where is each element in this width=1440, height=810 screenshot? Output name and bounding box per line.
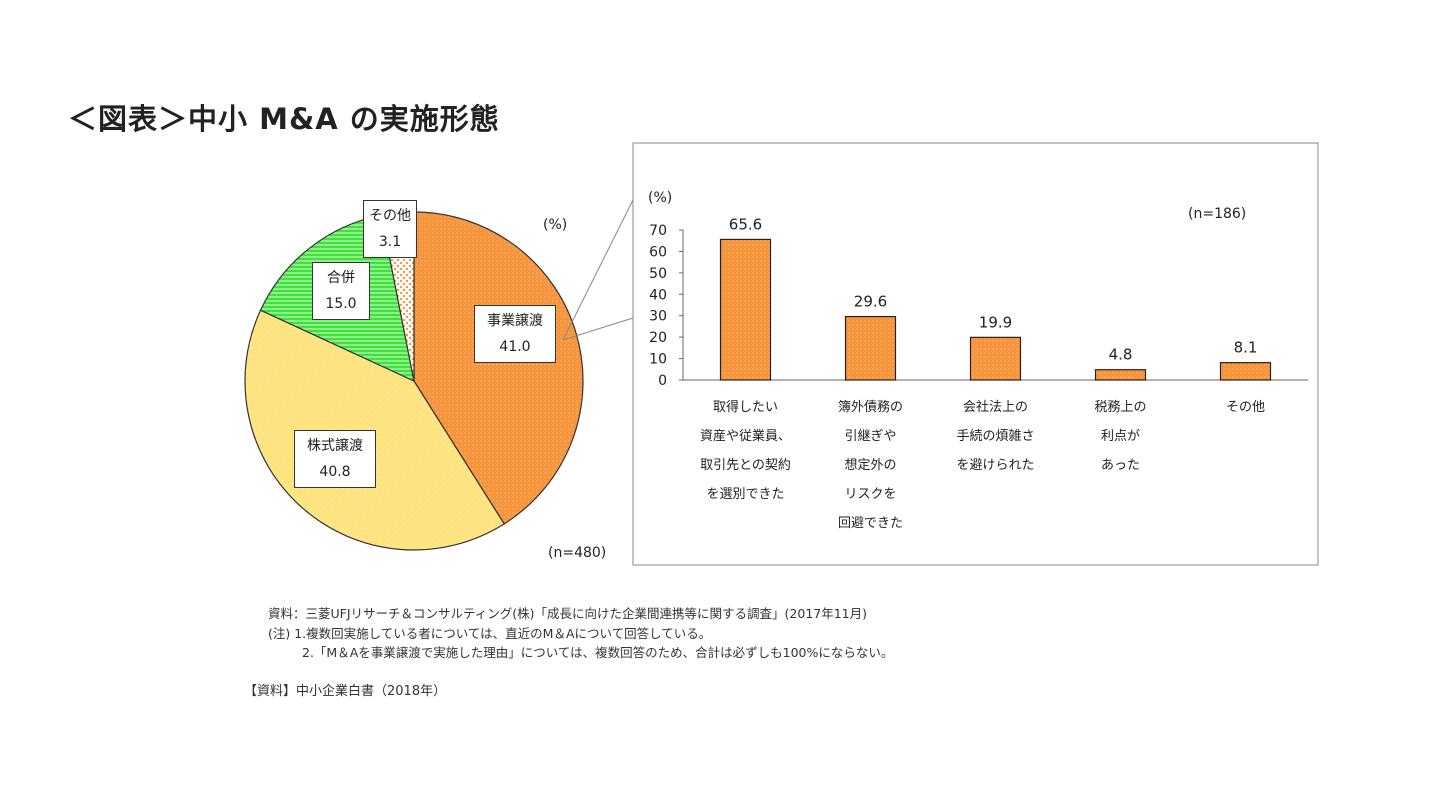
- pie-slice-name: 合併: [327, 270, 355, 286]
- pie-slice-name: 株式譲渡: [307, 438, 363, 454]
- x-category-label: 取得したい 資産や従業員、 取引先との契約 を選別できた: [699, 400, 791, 502]
- page-title: ＜図表＞中小 M&A の実施形態: [68, 102, 500, 136]
- y-tick-label: 0: [658, 373, 667, 389]
- pie-slice-name: 事業譲渡: [487, 313, 543, 329]
- bar-value-label: 29.6: [854, 293, 887, 311]
- callout-line-top: [562, 199, 634, 341]
- pie-slice-label: 合併 15.0: [312, 262, 370, 320]
- y-tick-label: 60: [649, 244, 667, 260]
- bar-value-label: 19.9: [979, 313, 1012, 331]
- pie-chart: [244, 211, 584, 551]
- y-tick-label: 10: [649, 352, 667, 368]
- x-category-label: 会社法上の 手続の煩雑さ を避けられた: [956, 400, 1035, 473]
- bar-n-label: (n=186): [1188, 206, 1247, 222]
- pie-slice-name: その他: [369, 208, 411, 224]
- pie-slice-value: 40.8: [319, 464, 351, 480]
- bar-y-unit-label: (%): [648, 190, 673, 206]
- bar: [719, 238, 772, 381]
- note-1: (注) 1.複数回実施している者については、直近のM＆Aについて回答している。: [268, 626, 712, 641]
- x-category-label: 税務上の 利点が あった: [1094, 400, 1147, 473]
- bar: [969, 336, 1022, 381]
- y-tick-label: 30: [649, 309, 667, 325]
- y-tick-label: 50: [649, 266, 667, 282]
- bar-chart: 0 10 20 30 40 50 60 70 65.6 29.6 19.9 4.8 8.1: [649, 215, 1308, 389]
- callout-line-bottom: [562, 317, 634, 341]
- y-tick-label: 40: [649, 287, 667, 303]
- bar-value-label: 8.1: [1234, 339, 1258, 357]
- bar: [844, 315, 897, 381]
- note-2: 2.「M＆Aを事業譲渡で実施した理由」については、複数回答のため、合計は必ずしも…: [302, 645, 894, 660]
- bar-value-label: 4.8: [1109, 346, 1133, 364]
- pie-slice-value: 15.0: [325, 296, 357, 312]
- pie-slice-label: その他 3.1: [363, 200, 417, 258]
- pie-slice-label: 株式譲渡 40.8: [294, 430, 376, 488]
- pie-n-label: (n=480): [548, 545, 607, 561]
- bar: [1094, 369, 1147, 381]
- callout-lines: [562, 199, 634, 341]
- y-tick-label: 70: [649, 223, 667, 239]
- y-tick-label: 20: [649, 330, 667, 346]
- pie-slice: [413, 211, 584, 525]
- pie-slice-value: 3.1: [378, 234, 402, 250]
- pie-unit-label: (%): [543, 217, 568, 233]
- bar: [1219, 362, 1272, 381]
- source-note: 資料：三菱UFJリサーチ＆コンサルティング(株)「成長に向けた企業間連携等に関す…: [268, 606, 868, 621]
- x-category-label: その他: [1225, 400, 1265, 415]
- x-category-label: 簿外債務の 引継ぎや 想定外の リスクを 回避できた: [837, 400, 903, 531]
- reference-note: 【資料】中小企業白書（2018年）: [244, 684, 447, 699]
- pie-slice-label: 事業譲渡 41.0: [474, 305, 556, 363]
- pie-slice-value: 41.0: [499, 339, 531, 355]
- bar-value-label: 65.6: [729, 215, 762, 233]
